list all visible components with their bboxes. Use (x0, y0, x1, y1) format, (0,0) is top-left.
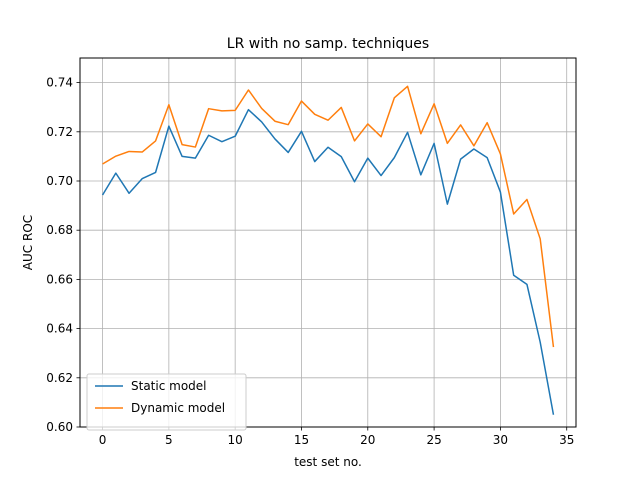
series-points-dynamic-model (102, 86, 554, 348)
legend-label: Static model (131, 379, 207, 393)
x-axis-label: test set no. (294, 455, 362, 469)
y-tick-label: 0.66 (46, 272, 73, 286)
y-tick-label: 0.60 (46, 420, 73, 434)
legend-label: Dynamic model (131, 401, 225, 415)
x-tick-label: 10 (228, 433, 243, 447)
series-points-static-model (102, 109, 554, 415)
plot-area-frame (79, 57, 577, 428)
x-tick-label: 15 (294, 433, 309, 447)
series-lines (101, 85, 555, 415)
axis-ticks: 0 5 10 15 20 25 30 35 0.60 0.62 0.64 0.66 0.68 0.70 0.… (46, 76, 574, 447)
x-tick-label: 20 (360, 433, 375, 447)
y-tick-label: 0.72 (46, 125, 73, 139)
chart-title: LR with no samp. techniques (227, 36, 429, 52)
y-axis-label: AUC ROC (21, 215, 35, 270)
y-tick-label: 0.68 (46, 223, 73, 237)
x-tick-label: 25 (426, 433, 441, 447)
y-tick-label: 0.70 (46, 174, 73, 188)
y-tick-label: 0.62 (46, 371, 73, 385)
y-tick-label: 0.74 (46, 76, 73, 90)
x-tick-label: 5 (165, 433, 173, 447)
x-tick-label: 35 (559, 433, 574, 447)
x-tick-label: 30 (493, 433, 508, 447)
legend: Static model Dynamic model (86, 373, 247, 431)
legend-box (86, 373, 247, 431)
x-tick-label: 0 (99, 433, 107, 447)
y-tick-label: 0.64 (46, 322, 73, 336)
